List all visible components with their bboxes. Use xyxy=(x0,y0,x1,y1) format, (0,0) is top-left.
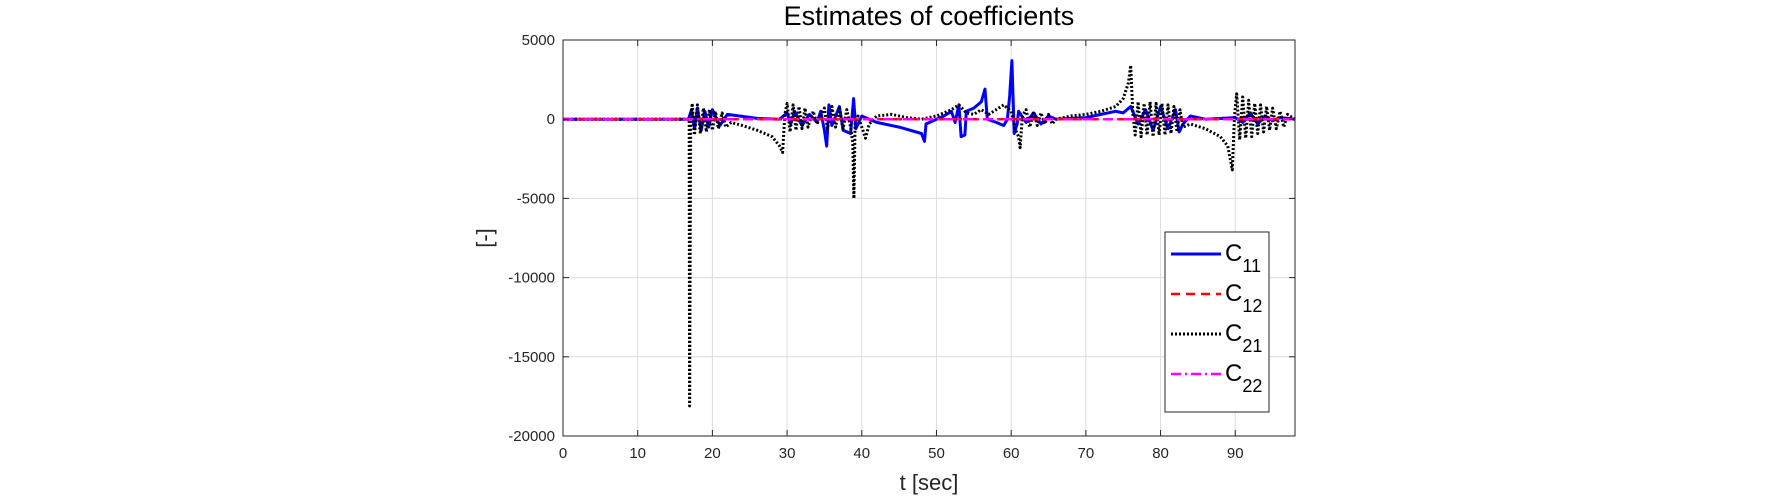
y-tick-label: 0 xyxy=(547,111,555,128)
y-axis-label: [-] xyxy=(472,228,497,248)
x-axis-ticks: 0 10 20 30 40 50 60 70 80 90 xyxy=(559,40,1244,462)
y-tick-label: -5000 xyxy=(517,190,555,207)
plot-frame xyxy=(562,39,1296,437)
x-axis-label: t [sec] xyxy=(900,470,959,495)
x-tick-label: 20 xyxy=(704,445,721,462)
y-tick-label: -15000 xyxy=(508,349,555,366)
legend-box xyxy=(1164,231,1270,413)
chart-title: Estimates of coefficients xyxy=(784,1,1075,31)
y-axis-ticks: 5000 0 -5000 -10000 -15000 -20000 xyxy=(508,32,1295,445)
x-tick-label: 60 xyxy=(1003,445,1020,462)
y-tick-label: -20000 xyxy=(508,428,555,445)
y-tick-label: 5000 xyxy=(522,32,555,49)
x-tick-label: 0 xyxy=(559,445,567,462)
x-tick-label: 80 xyxy=(1152,445,1169,462)
x-tick-label: 30 xyxy=(779,445,796,462)
x-tick-label: 40 xyxy=(853,445,870,462)
series-layer xyxy=(563,59,1296,408)
x-tick-label: 50 xyxy=(928,445,945,462)
legend-entry-c22: C22 xyxy=(1225,360,1262,396)
x-tick-label: 90 xyxy=(1227,445,1244,462)
y-tick-label: -10000 xyxy=(508,270,555,287)
x-tick-label: 10 xyxy=(629,445,646,462)
x-tick-label: 70 xyxy=(1078,445,1095,462)
